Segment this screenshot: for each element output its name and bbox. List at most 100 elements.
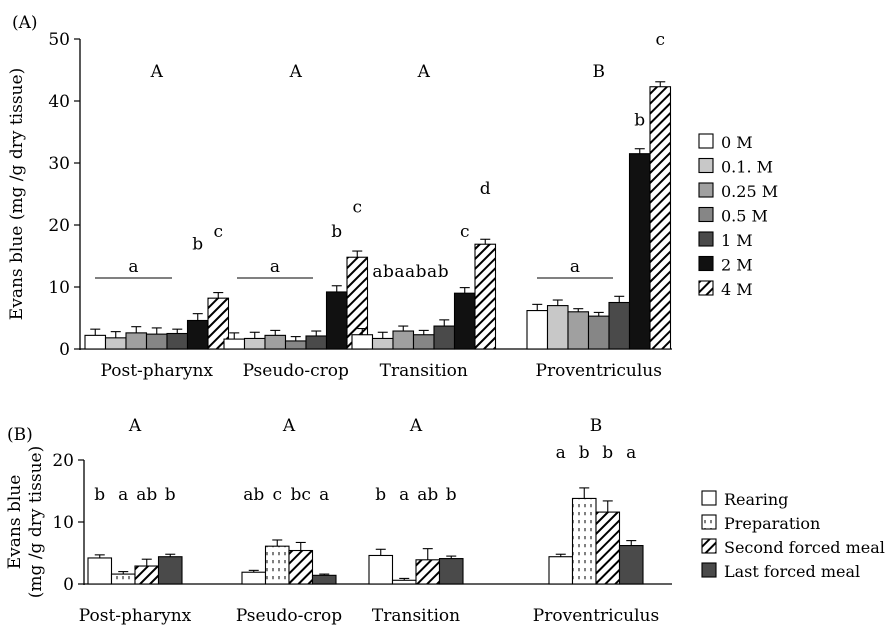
- legend-label: 0.1. M: [721, 158, 773, 177]
- bar: [415, 559, 441, 585]
- bar: [595, 511, 621, 585]
- legend-label: 0.5 M: [721, 207, 768, 226]
- bar-letter: a: [626, 443, 636, 463]
- x-tick-label: Pseudo-crop: [243, 361, 349, 381]
- bar: [243, 337, 266, 350]
- bar-letter: c: [213, 222, 223, 242]
- legend-swatch: [698, 182, 714, 198]
- bar: [474, 243, 497, 350]
- legend-label: 1 M: [721, 231, 753, 250]
- bar: [438, 558, 464, 585]
- y-tick-label: 40: [48, 92, 70, 112]
- legend-swatch: [698, 255, 714, 272]
- bar: [87, 557, 113, 585]
- bar: [223, 338, 246, 350]
- bar: [264, 545, 290, 585]
- bar: [157, 556, 183, 585]
- bar: [368, 554, 394, 585]
- bar-letter: c: [272, 485, 282, 505]
- bar: [587, 315, 610, 350]
- bar: [134, 565, 160, 585]
- legend-swatch: [698, 231, 714, 247]
- bar-letter: ab: [136, 485, 157, 505]
- bar-letter: b: [165, 485, 176, 505]
- legend-label: Preparation: [724, 514, 820, 533]
- y-axis-label: Evans blue (mg /g dry tissue): [7, 68, 27, 320]
- bar-letter: a: [399, 485, 409, 505]
- y-axis-label: (mg /g dry tissue): [26, 446, 46, 598]
- x-tick-label: Pseudo-crop: [236, 606, 342, 626]
- bar-letter: ab: [243, 485, 264, 505]
- legend-swatch: [698, 157, 714, 174]
- legend-swatch: [698, 280, 714, 296]
- bar-letter: b: [331, 222, 342, 242]
- y-tick-label: 10: [48, 278, 70, 298]
- bar: [186, 319, 209, 350]
- bar: [548, 556, 574, 585]
- group-letter: A: [417, 62, 431, 82]
- bar: [325, 291, 348, 350]
- group-letter: A: [409, 416, 423, 436]
- bar-letter: b: [579, 443, 590, 463]
- panel-label: (A): [12, 13, 38, 33]
- bar-letter: b: [192, 235, 203, 255]
- legend-label: Second forced meal: [724, 538, 885, 557]
- bar: [571, 497, 597, 585]
- bar-letter: b: [446, 485, 457, 505]
- y-tick-label: 20: [48, 216, 70, 236]
- bar: [628, 153, 651, 350]
- y-tick-label: 0: [63, 575, 74, 595]
- legend-swatch: [698, 133, 714, 149]
- bracket-letter: a: [570, 257, 580, 277]
- bar: [241, 571, 267, 585]
- bar: [264, 334, 287, 350]
- legend-swatch: [701, 490, 717, 506]
- legend-swatch: [701, 562, 717, 578]
- bar-letter: a: [118, 485, 128, 505]
- legend-label: Last forced meal: [724, 562, 860, 581]
- x-tick-label: Proventriculus: [533, 606, 659, 626]
- bar: [453, 292, 476, 350]
- legend-label: 2 M: [721, 256, 753, 275]
- group-letter: B: [590, 416, 603, 436]
- x-tick-label: Proventriculus: [536, 361, 662, 381]
- y-tick-label: 30: [48, 154, 70, 174]
- legend-swatch: [701, 538, 717, 554]
- bar-letters-row: abaabab: [372, 262, 449, 282]
- bar: [351, 334, 374, 350]
- bar: [649, 86, 672, 350]
- y-tick-label: 20: [52, 451, 74, 471]
- group-letter: B: [593, 62, 606, 82]
- bar-letter: ab: [417, 485, 438, 505]
- legend-label: Rearing: [724, 490, 788, 509]
- bar: [618, 545, 644, 585]
- bar: [526, 310, 549, 350]
- x-tick-label: Post-pharynx: [100, 361, 213, 381]
- legend-swatch: [701, 514, 717, 530]
- bar: [166, 332, 189, 350]
- bar: [391, 579, 417, 585]
- y-tick-label: 0: [59, 340, 70, 360]
- bar: [412, 334, 435, 350]
- chart-panel-b: 0 10 20 (B) Evans blue (mg /g dry tissue) Post…: [5, 416, 885, 626]
- bar-letter: b: [375, 485, 386, 505]
- bar: [567, 311, 590, 350]
- x-tick-label: Transition: [380, 361, 468, 381]
- bar-letter: b: [602, 443, 613, 463]
- bar-letter: c: [460, 222, 470, 242]
- bar: [311, 574, 337, 585]
- x-tick-label: Transition: [372, 606, 460, 626]
- legend-label: 0.25 M: [721, 182, 778, 201]
- bar: [433, 325, 456, 350]
- group-letter: A: [282, 416, 296, 436]
- bar: [84, 334, 107, 350]
- bar-letter: c: [352, 197, 362, 217]
- bar: [104, 337, 127, 350]
- y-tick-label: 50: [48, 30, 70, 50]
- bar: [284, 340, 307, 350]
- bar-letter: c: [655, 30, 665, 50]
- bar: [145, 333, 168, 350]
- bar: [110, 573, 136, 585]
- bar-letter: d: [480, 179, 491, 199]
- group-letter: A: [128, 416, 142, 436]
